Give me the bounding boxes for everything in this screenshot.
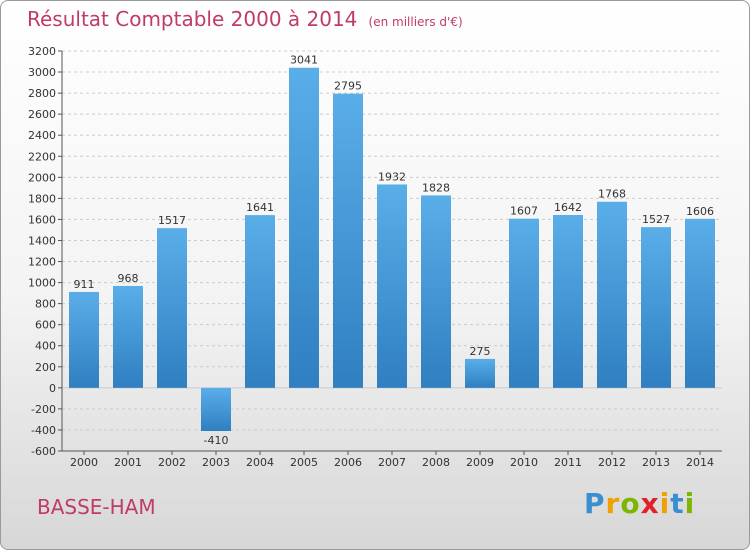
bar <box>377 184 407 388</box>
data-label: 1517 <box>158 214 186 227</box>
y-tick-label: 2600 <box>28 108 56 121</box>
data-label: 1607 <box>510 205 538 218</box>
y-tick-label: 2800 <box>28 87 56 100</box>
x-tick-label: 2013 <box>642 456 670 469</box>
logo-letter: r <box>605 487 621 520</box>
y-tick-label: 1200 <box>28 256 56 269</box>
data-label: -410 <box>204 434 229 447</box>
data-label: 1641 <box>246 201 274 214</box>
chart-subtitle: (en milliers d'€) <box>368 15 463 29</box>
y-tick-label: 800 <box>35 298 56 311</box>
data-label: 911 <box>74 278 95 291</box>
chart-title: Résultat Comptable 2000 à 2014 <box>27 7 358 31</box>
y-tick-label: 1600 <box>28 213 56 226</box>
title-block: Résultat Comptable 2000 à 2014 (en milli… <box>27 7 463 31</box>
x-tick-label: 2001 <box>114 456 142 469</box>
y-tick-label: 2200 <box>28 150 56 163</box>
y-tick-label: 600 <box>35 319 56 332</box>
x-tick-label: 2006 <box>334 456 362 469</box>
y-tick-label: 3000 <box>28 66 56 79</box>
logo-letter: t <box>670 487 685 520</box>
x-tick-label: 2007 <box>378 456 406 469</box>
bar <box>641 227 671 388</box>
x-tick-label: 2012 <box>598 456 626 469</box>
bar <box>245 215 275 388</box>
commune-name: BASSE-HAM <box>37 495 156 519</box>
y-tick-label: 400 <box>35 340 56 353</box>
x-tick-label: 2009 <box>466 456 494 469</box>
y-tick-label: 1800 <box>28 192 56 205</box>
x-tick-label: 2008 <box>422 456 450 469</box>
y-tick-label: 1400 <box>28 234 56 247</box>
y-tick-label: 1000 <box>28 277 56 290</box>
y-tick-label: 0 <box>49 382 56 395</box>
y-tick-label: 2000 <box>28 171 56 184</box>
bar <box>509 218 539 388</box>
x-tick-label: 2000 <box>70 456 98 469</box>
bar <box>201 387 231 431</box>
bar <box>553 215 583 388</box>
x-tick-label: 2002 <box>158 456 186 469</box>
data-label: 3041 <box>290 54 318 67</box>
x-tick-label: 2011 <box>554 456 582 469</box>
data-label: 2795 <box>334 80 362 93</box>
y-tick-label: 2400 <box>28 129 56 142</box>
data-label: 1527 <box>642 213 670 226</box>
bar <box>421 195 451 388</box>
logo-letter: i <box>659 487 671 520</box>
bar <box>685 218 715 388</box>
bar <box>157 228 187 388</box>
y-tick-label: 200 <box>35 361 56 374</box>
data-label: 1932 <box>378 170 406 183</box>
data-label: 968 <box>118 272 139 285</box>
y-tick-label: -400 <box>31 424 56 437</box>
logo-letter: P <box>584 487 606 520</box>
bar <box>113 285 143 388</box>
bar <box>289 67 319 388</box>
data-label: 275 <box>470 345 491 358</box>
x-tick-label: 2005 <box>290 456 318 469</box>
data-label: 1828 <box>422 181 450 194</box>
logo-letter: x <box>640 487 660 520</box>
x-tick-label: 2004 <box>246 456 274 469</box>
x-tick-label: 2010 <box>510 456 538 469</box>
data-label: 1768 <box>598 188 626 201</box>
x-tick-label: 2014 <box>686 456 714 469</box>
data-label: 1606 <box>686 205 714 218</box>
bar <box>465 358 495 388</box>
proxiti-logo: Proxiti <box>584 487 695 520</box>
y-tick-label: 3200 <box>28 45 56 58</box>
bar <box>597 201 627 388</box>
bar <box>69 291 99 388</box>
x-tick-label: 2003 <box>202 456 230 469</box>
logo-letter: i <box>684 487 696 520</box>
data-label: 1642 <box>554 201 582 214</box>
bar <box>333 93 363 388</box>
y-tick-label: -600 <box>31 445 56 458</box>
logo-letter: o <box>620 487 641 520</box>
y-tick-label: -200 <box>31 403 56 416</box>
